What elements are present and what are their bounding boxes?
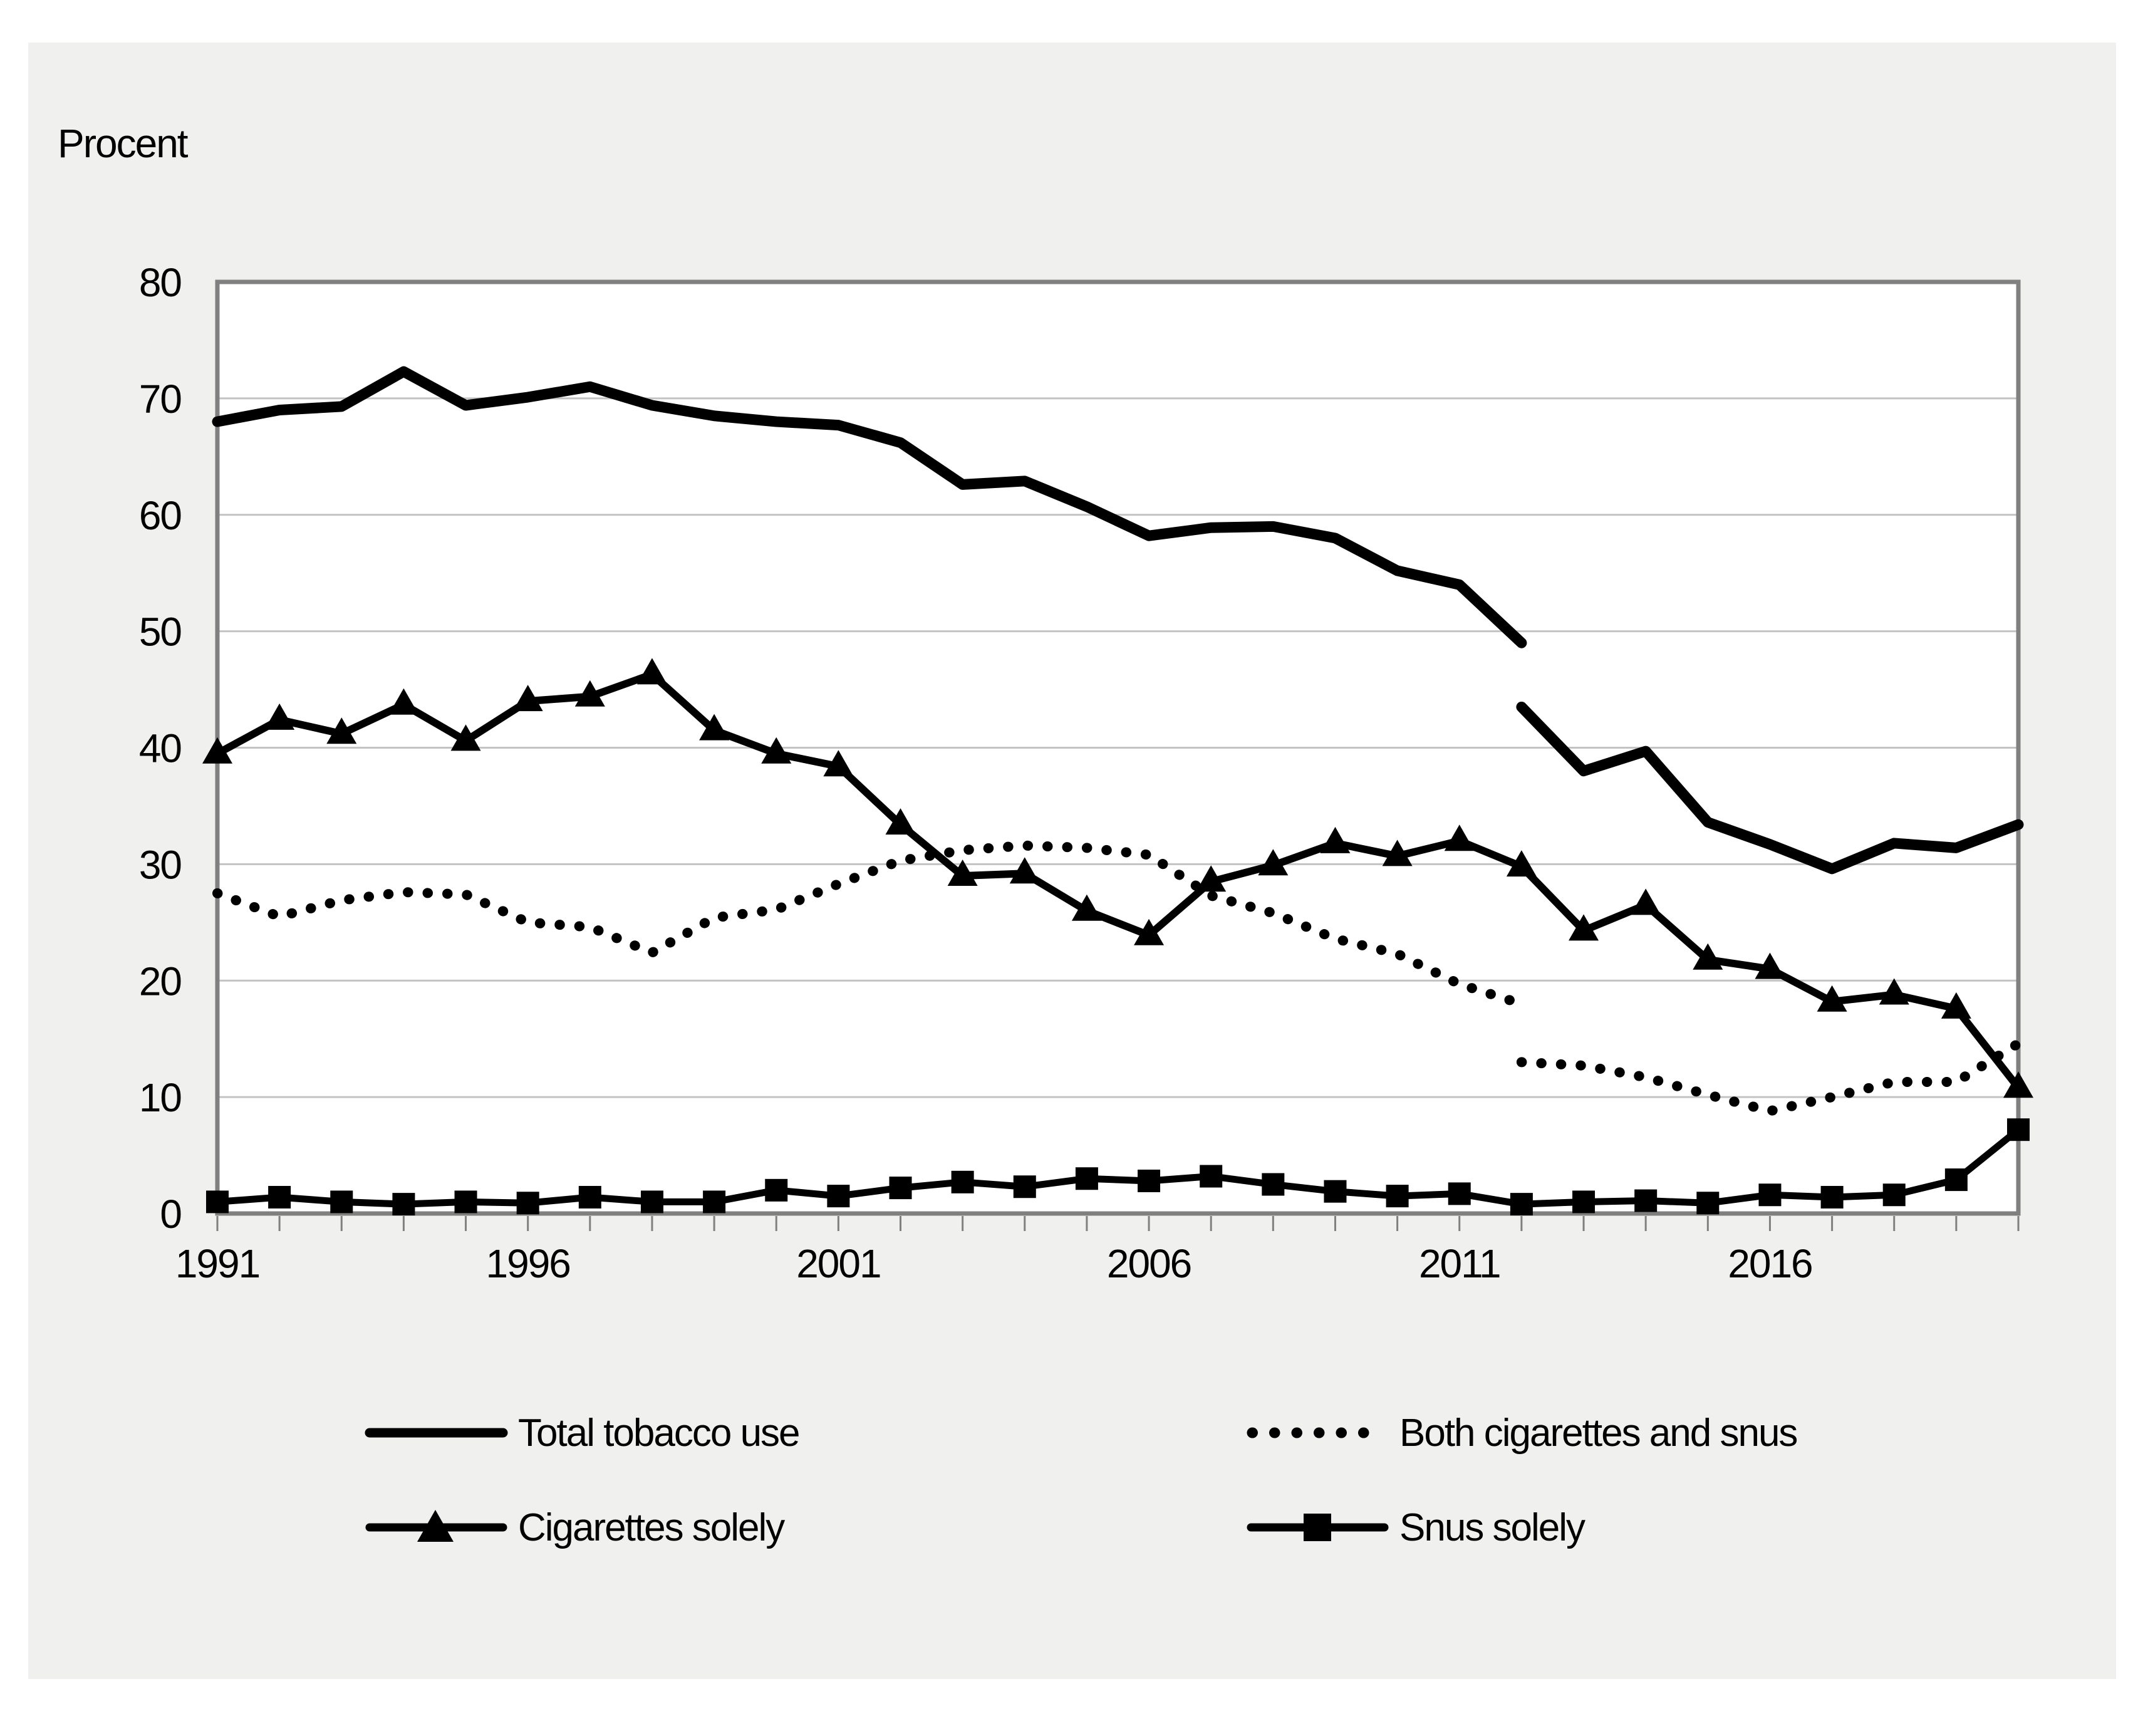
svg-text:2011: 2011 bbox=[1419, 1241, 1500, 1286]
svg-text:0: 0 bbox=[160, 1192, 181, 1237]
svg-text:80: 80 bbox=[139, 260, 182, 305]
svg-text:40: 40 bbox=[139, 726, 182, 771]
svg-text:2016: 2016 bbox=[1728, 1241, 1812, 1286]
legend-item-snus-solely: Snus solely bbox=[1243, 1502, 1585, 1552]
legend-label: Total tobacco use bbox=[518, 1411, 801, 1455]
y-axis-labels: 0 10 20 30 40 50 60 70 80 bbox=[139, 260, 183, 1237]
dotted-line-swatch-icon bbox=[1247, 1427, 1389, 1438]
svg-text:10: 10 bbox=[139, 1075, 182, 1120]
svg-text:1991: 1991 bbox=[175, 1241, 259, 1286]
square-line-swatch-icon bbox=[1247, 1514, 1389, 1541]
y-axis-title: Procent bbox=[58, 121, 189, 166]
series-total-tobacco-use bbox=[212, 366, 2024, 875]
legend-label: Cigarettes solely bbox=[518, 1505, 785, 1549]
legend-item-total-tobacco-use: Total tobacco use bbox=[362, 1408, 801, 1458]
series-snus-solely bbox=[206, 1118, 2030, 1216]
triangle-line-swatch-icon bbox=[365, 1510, 507, 1542]
x-axis-ticks bbox=[216, 1216, 2020, 1231]
thick-line-swatch-icon bbox=[365, 1428, 508, 1438]
series-cigarettes-solely bbox=[202, 658, 2033, 1098]
legend-item-both-cigarettes-and-snus: Both cigarettes and snus bbox=[1243, 1408, 1798, 1458]
svg-text:20: 20 bbox=[139, 959, 182, 1004]
svg-text:50: 50 bbox=[139, 610, 182, 655]
legend-label: Both cigarettes and snus bbox=[1399, 1411, 1798, 1455]
svg-text:30: 30 bbox=[139, 842, 182, 887]
legend-label: Snus solely bbox=[1399, 1505, 1585, 1549]
legend-item-cigarettes-solely: Cigarettes solely bbox=[362, 1502, 785, 1552]
svg-text:70: 70 bbox=[139, 377, 182, 422]
svg-text:60: 60 bbox=[139, 493, 182, 538]
svg-text:2006: 2006 bbox=[1107, 1241, 1191, 1286]
series-both-cigarettes-and-snus bbox=[212, 840, 2023, 1116]
svg-text:1996: 1996 bbox=[486, 1241, 570, 1286]
x-axis-labels: 1991 1996 2001 2006 2011 2016 bbox=[175, 1241, 1814, 1286]
svg-text:2001: 2001 bbox=[796, 1241, 880, 1286]
